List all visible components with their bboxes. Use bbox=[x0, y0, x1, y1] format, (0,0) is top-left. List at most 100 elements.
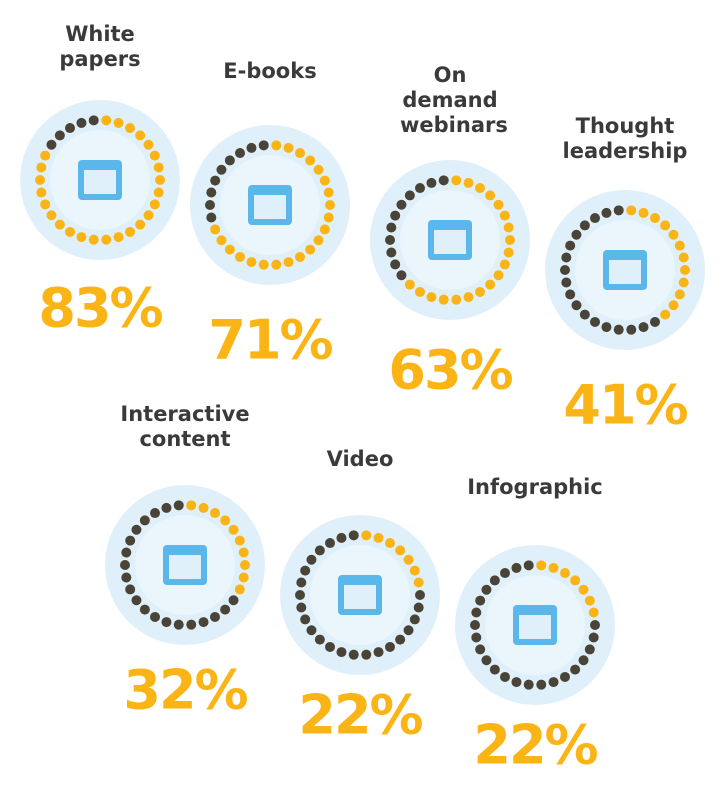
dot bbox=[336, 647, 347, 658]
dot bbox=[579, 309, 590, 320]
dot bbox=[409, 565, 420, 576]
dot bbox=[220, 604, 231, 615]
dot bbox=[35, 175, 45, 185]
dot bbox=[235, 251, 245, 262]
dot bbox=[674, 289, 685, 300]
empty-dots bbox=[46, 115, 99, 150]
dot bbox=[395, 634, 406, 645]
dot bbox=[588, 632, 599, 643]
dot bbox=[475, 595, 486, 606]
dot bbox=[300, 614, 311, 625]
dot bbox=[313, 235, 324, 246]
dot bbox=[210, 611, 220, 622]
dot bbox=[143, 139, 154, 150]
dot bbox=[590, 620, 600, 630]
dot bbox=[131, 524, 142, 535]
dot bbox=[571, 300, 582, 311]
dot bbox=[258, 259, 269, 270]
filled-dots bbox=[35, 115, 165, 245]
category-label: Thought leadership bbox=[562, 114, 688, 163]
dot bbox=[396, 270, 407, 281]
dot bbox=[565, 289, 576, 300]
dot bbox=[660, 220, 671, 231]
dot bbox=[680, 265, 690, 275]
dot bbox=[323, 187, 334, 198]
value-label: 83% bbox=[38, 276, 163, 340]
dot bbox=[560, 568, 570, 579]
dot bbox=[258, 140, 269, 151]
dot bbox=[481, 655, 492, 666]
dot bbox=[584, 595, 595, 606]
dot bbox=[590, 316, 600, 327]
dot bbox=[296, 577, 307, 588]
category-label: E-books bbox=[223, 59, 317, 83]
dot bbox=[125, 584, 136, 595]
icon-inner bbox=[434, 230, 466, 254]
dot bbox=[198, 502, 209, 513]
dot bbox=[314, 545, 325, 556]
dot bbox=[499, 210, 510, 221]
dot bbox=[88, 234, 99, 245]
dot bbox=[76, 232, 87, 243]
dot bbox=[238, 572, 249, 583]
dot bbox=[386, 247, 397, 258]
dot bbox=[173, 500, 184, 511]
dot bbox=[125, 226, 135, 237]
dot bbox=[295, 148, 305, 159]
category-label: Interactive content bbox=[120, 402, 250, 451]
dot bbox=[186, 500, 197, 511]
dot bbox=[234, 584, 245, 595]
dot bbox=[314, 634, 325, 645]
dot bbox=[101, 234, 112, 245]
dot bbox=[36, 162, 47, 173]
dot bbox=[220, 515, 231, 526]
dot bbox=[65, 123, 75, 134]
dot bbox=[579, 220, 590, 231]
dot bbox=[150, 611, 160, 622]
dot bbox=[438, 175, 449, 186]
dot bbox=[323, 212, 334, 223]
dot bbox=[149, 199, 160, 210]
dot bbox=[139, 604, 150, 615]
dot bbox=[626, 324, 637, 335]
dot bbox=[415, 286, 425, 297]
dot bbox=[438, 294, 449, 305]
dot bbox=[319, 175, 330, 186]
dot bbox=[536, 560, 547, 571]
category-label: On demand webinars bbox=[400, 63, 508, 137]
dot bbox=[228, 524, 239, 535]
dot bbox=[54, 130, 65, 141]
dot bbox=[409, 614, 420, 625]
dot bbox=[590, 213, 600, 224]
dot bbox=[415, 590, 425, 600]
dot bbox=[481, 584, 492, 595]
dot bbox=[139, 515, 150, 526]
dot bbox=[451, 175, 462, 186]
dot bbox=[570, 664, 581, 675]
dot bbox=[489, 575, 500, 586]
dot bbox=[46, 139, 57, 150]
filled-dots bbox=[536, 560, 599, 618]
dot bbox=[475, 286, 485, 297]
dot bbox=[348, 649, 359, 660]
category-label: Video bbox=[326, 447, 394, 471]
dot bbox=[319, 224, 330, 235]
dot bbox=[493, 270, 504, 281]
dot bbox=[113, 232, 124, 243]
dot bbox=[125, 535, 136, 546]
icon-inner bbox=[519, 615, 551, 639]
dot bbox=[121, 572, 132, 583]
dot bbox=[246, 142, 257, 153]
dot bbox=[373, 532, 384, 543]
dot bbox=[295, 251, 305, 262]
dot bbox=[283, 142, 294, 153]
dot bbox=[674, 240, 685, 251]
dot bbox=[426, 292, 437, 303]
dot bbox=[153, 187, 164, 198]
dot bbox=[485, 279, 496, 290]
dot bbox=[216, 164, 227, 175]
value-label: 71% bbox=[208, 308, 333, 372]
dot bbox=[155, 175, 165, 185]
